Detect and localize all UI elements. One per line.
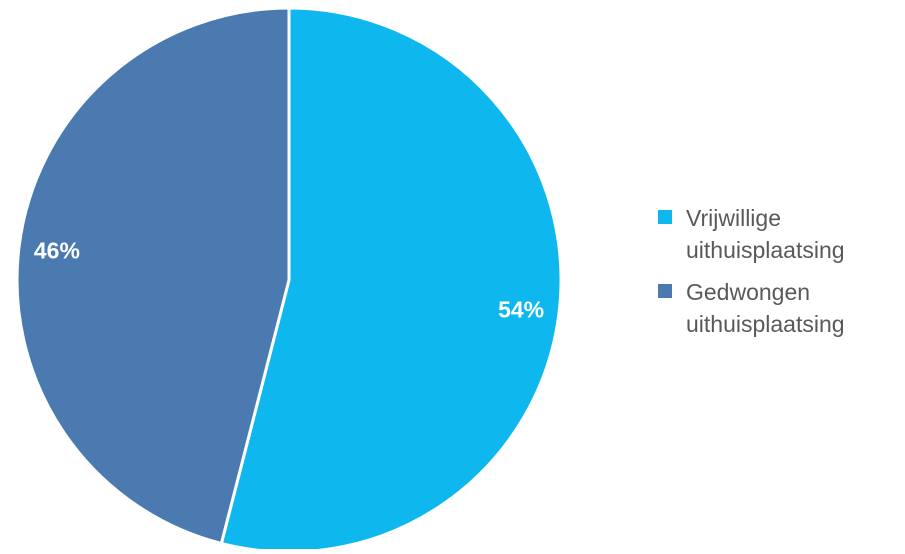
data-label-gedwongen: 46% [34, 238, 80, 264]
legend-item-vrijwillige: Vrijwillige uithuisplaatsing [658, 202, 903, 266]
pie-slice-vrijwillige [219, 6, 563, 554]
legend-item-gedwongen: Gedwongen uithuisplaatsing [658, 276, 903, 340]
legend-label-gedwongen: Gedwongen uithuisplaatsing [686, 279, 845, 337]
legend-label-vrijwillige: Vrijwillige uithuisplaatsing [686, 205, 845, 263]
legend: Vrijwillige uithuisplaatsing Gedwongen u… [658, 202, 903, 350]
legend-swatch-gedwongen [658, 284, 672, 298]
data-label-vrijwillige: 54% [498, 296, 544, 322]
legend-swatch-vrijwillige [658, 210, 672, 224]
pie-slice-gedwongen [15, 6, 291, 545]
